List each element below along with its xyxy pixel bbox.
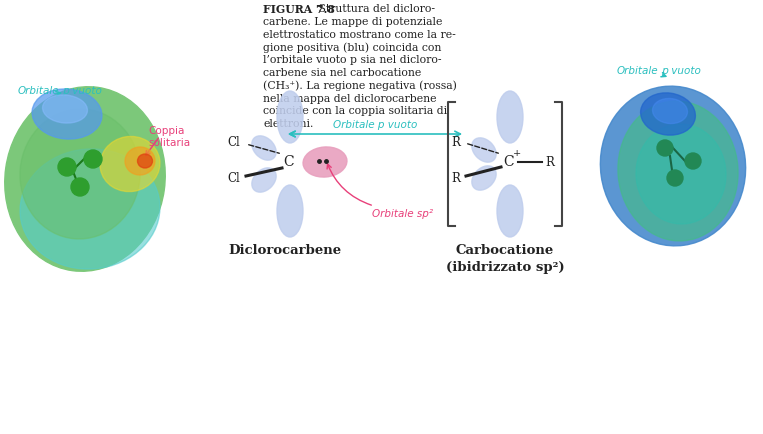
Circle shape <box>71 178 89 196</box>
Text: C: C <box>504 155 514 169</box>
Text: R: R <box>451 172 460 185</box>
Ellipse shape <box>472 166 496 190</box>
Text: Cl: Cl <box>227 172 240 185</box>
Ellipse shape <box>303 147 347 177</box>
Text: p: p <box>659 66 669 76</box>
Ellipse shape <box>472 138 496 162</box>
Ellipse shape <box>5 87 166 271</box>
Ellipse shape <box>252 136 276 160</box>
Text: nella mappa del diclorocarbene: nella mappa del diclorocarbene <box>263 94 436 104</box>
Text: vuoto: vuoto <box>69 86 102 96</box>
Text: R: R <box>451 135 460 148</box>
Text: Orbitale p vuoto: Orbitale p vuoto <box>333 120 417 130</box>
Circle shape <box>58 158 76 176</box>
Ellipse shape <box>497 91 523 143</box>
Text: FIGURA 7.8: FIGURA 7.8 <box>263 4 335 15</box>
Ellipse shape <box>497 185 523 237</box>
Circle shape <box>685 153 701 169</box>
Circle shape <box>84 150 102 168</box>
Text: elettrostatico mostrano come la re-: elettrostatico mostrano come la re- <box>263 30 456 39</box>
Text: Carbocatione
(ibidrizzato sp²): Carbocatione (ibidrizzato sp²) <box>446 244 565 274</box>
Ellipse shape <box>43 95 88 123</box>
Ellipse shape <box>32 89 102 139</box>
Ellipse shape <box>641 93 695 135</box>
Text: (CH₃⁺). La regione negativa (rossa): (CH₃⁺). La regione negativa (rossa) <box>263 81 457 92</box>
Ellipse shape <box>252 168 276 192</box>
Text: Cl: Cl <box>227 135 240 148</box>
Ellipse shape <box>277 185 303 237</box>
Text: Diclorocarbene: Diclorocarbene <box>228 244 342 257</box>
Text: carbene sia nel carbocatione: carbene sia nel carbocatione <box>263 68 421 78</box>
Ellipse shape <box>137 154 153 168</box>
Text: Struttura del dicloro-: Struttura del dicloro- <box>315 4 435 14</box>
Text: p: p <box>60 86 70 96</box>
Ellipse shape <box>600 86 745 246</box>
Circle shape <box>657 140 673 156</box>
Text: Orbitale sp²: Orbitale sp² <box>372 209 433 219</box>
Ellipse shape <box>277 91 303 143</box>
Text: elettroni.: elettroni. <box>263 119 314 129</box>
Text: carbene. Le mappe di potenziale: carbene. Le mappe di potenziale <box>263 17 443 27</box>
Circle shape <box>667 170 683 186</box>
Text: coincide con la coppia solitaria di: coincide con la coppia solitaria di <box>263 106 447 116</box>
Ellipse shape <box>20 109 140 239</box>
Ellipse shape <box>636 124 726 224</box>
Text: +: + <box>513 149 521 158</box>
Text: C: C <box>284 155 295 169</box>
Ellipse shape <box>125 147 155 175</box>
Text: Coppia
solitaria: Coppia solitaria <box>148 126 190 148</box>
Ellipse shape <box>652 99 687 124</box>
Text: Orbitale: Orbitale <box>617 66 658 76</box>
Text: Orbitale: Orbitale <box>18 86 60 96</box>
Text: gione positiva (blu) coincida con: gione positiva (blu) coincida con <box>263 43 441 53</box>
Ellipse shape <box>618 101 738 241</box>
Text: vuoto: vuoto <box>668 66 701 76</box>
Text: l’orbitale vuoto p sia nel dicloro-: l’orbitale vuoto p sia nel dicloro- <box>263 55 442 65</box>
Ellipse shape <box>100 136 160 191</box>
Ellipse shape <box>20 149 160 269</box>
Text: R: R <box>545 155 554 168</box>
